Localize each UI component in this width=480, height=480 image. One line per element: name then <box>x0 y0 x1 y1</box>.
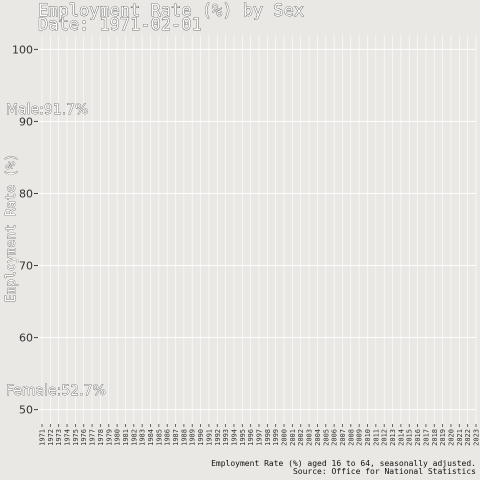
x-tick-label: 2019 <box>439 429 447 446</box>
y-tick-label: 100 <box>12 43 33 56</box>
gridlines <box>38 35 477 424</box>
x-tick-label: 1994 <box>230 429 238 446</box>
x-tick-label: 2010 <box>364 429 372 446</box>
y-tick-label: 60 <box>19 332 33 345</box>
x-tick-label: 1996 <box>247 429 255 446</box>
x-tick-label: 1971 <box>39 429 47 446</box>
x-tick-label: 2002 <box>297 429 305 446</box>
y-tick-label: 50 <box>19 404 33 417</box>
x-tick-label: 1995 <box>239 429 247 446</box>
x-tick-label: 1986 <box>164 429 172 446</box>
x-tick-label: 2017 <box>422 429 430 446</box>
x-tick-label: 2015 <box>406 429 414 446</box>
y-tick-label: 80 <box>19 187 33 200</box>
value-annotation: Female:52.7% <box>6 383 106 399</box>
y-tick-label: 70 <box>19 260 33 273</box>
caption-line-2: Source: Office for National Statistics <box>293 467 476 476</box>
chart-title: Employment Rate (%) by Sex <box>38 1 304 21</box>
x-tick-label: 1977 <box>89 429 97 446</box>
x-tick-label: 1975 <box>72 429 80 446</box>
x-tick-label: 2012 <box>381 429 389 446</box>
x-tick-label: 2005 <box>322 429 330 446</box>
x-tick-label: 1982 <box>130 429 138 446</box>
x-tick-label: 2021 <box>456 429 464 446</box>
x-tick-label: 1972 <box>47 429 55 446</box>
x-tick-label: 1991 <box>205 429 213 446</box>
x-tick-label: 2011 <box>372 429 380 446</box>
x-tick-label: 2004 <box>314 429 322 446</box>
x-tick-label: 1989 <box>189 429 197 446</box>
y-axis-title: Employment Rate (%) <box>4 154 19 303</box>
x-tick-label: 1993 <box>222 429 230 446</box>
x-tick-label: 1990 <box>197 429 205 446</box>
x-tick-label: 2023 <box>473 429 480 446</box>
x-tick-label: 1985 <box>155 429 163 446</box>
x-tick-label: 2020 <box>447 429 455 446</box>
value-annotation: Male:91.7% <box>6 102 88 118</box>
x-tick-label: 1974 <box>64 429 72 446</box>
chart-subtitle: Date: 1971-02-01 <box>38 15 202 35</box>
x-tick-label: 1988 <box>180 429 188 446</box>
x-tick-label: 2013 <box>389 429 397 446</box>
x-tick-label: 2003 <box>306 429 314 446</box>
x-tick-label: 2007 <box>339 429 347 446</box>
x-tick-label: 1981 <box>122 429 130 446</box>
x-tick-label: 2001 <box>289 429 297 446</box>
x-tick-label: 2009 <box>356 429 364 446</box>
x-tick-label: 2016 <box>414 429 422 446</box>
x-tick-label: 1980 <box>114 429 122 446</box>
x-tick-label: 2000 <box>281 429 289 446</box>
y-tick-label: 90 <box>19 115 33 128</box>
x-tick-label: 1987 <box>172 429 180 446</box>
x-tick-label: 1979 <box>105 429 113 446</box>
x-tick-label: 1983 <box>139 429 147 446</box>
x-tick-label: 1978 <box>97 429 105 446</box>
x-tick-label: 1998 <box>264 429 272 446</box>
caption-line-1: Employment Rate (%) aged 16 to 64, seaso… <box>211 459 476 468</box>
x-tick-label: 2018 <box>431 429 439 446</box>
x-tick-label: 2008 <box>347 429 355 446</box>
x-tick-label: 1992 <box>214 429 222 446</box>
x-tick-label: 1976 <box>80 429 88 446</box>
x-tick-label: 2014 <box>397 429 405 446</box>
x-tick-label: 1984 <box>147 429 155 446</box>
x-tick-label: 1997 <box>256 429 264 446</box>
annotations: Male:91.7% Female:52.7% <box>6 102 106 399</box>
x-tick-label: 1973 <box>55 429 63 446</box>
x-tick-label: 2022 <box>464 429 472 446</box>
x-tick-label: 2006 <box>331 429 339 446</box>
x-tick-label: 1999 <box>272 429 280 446</box>
